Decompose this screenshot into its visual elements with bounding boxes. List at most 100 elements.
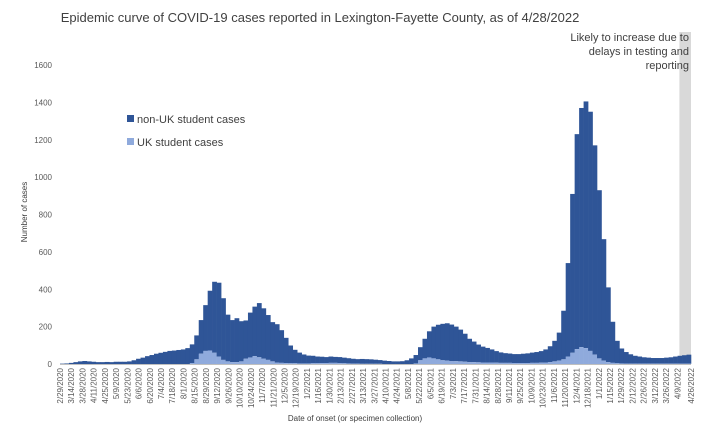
y-tick-label: 600 (39, 248, 53, 257)
bar-non-uk (449, 324, 455, 362)
bar-non-uk (574, 134, 580, 350)
bar-non-uk (145, 356, 150, 364)
bar-non-uk (579, 107, 584, 348)
bar-non-uk (198, 320, 204, 354)
x-tick-label: 9/25/2021 (516, 367, 525, 403)
bar-uk (547, 362, 553, 364)
bar-non-uk (274, 324, 280, 363)
legend-label-uk: UK student cases (137, 137, 224, 149)
bar-non-uk (341, 357, 347, 364)
x-tick-label: 10/10/2020 (236, 367, 245, 408)
annotation-line-2: delays in testing and (589, 46, 689, 58)
bar-non-uk (646, 357, 652, 364)
y-tick-label: 1200 (34, 136, 52, 145)
bar-uk (225, 361, 231, 364)
x-tick-label: 8/1/2020 (179, 367, 188, 399)
bar-non-uk (171, 350, 177, 364)
bar-non-uk (426, 331, 432, 358)
bar-uk (485, 362, 490, 364)
bar-non-uk (650, 358, 656, 364)
bar-non-uk (458, 329, 464, 362)
bar-non-uk (252, 306, 258, 357)
bar-non-uk (534, 352, 540, 363)
bar-non-uk (180, 349, 186, 364)
x-tick-label: 11/20/2021 (561, 367, 570, 407)
bar-uk (579, 347, 584, 364)
x-tick-label: 3/14/2020 (67, 367, 76, 403)
bar-non-uk (556, 332, 562, 361)
bar-non-uk (270, 322, 276, 362)
x-tick-label: 12/18/2021 (584, 367, 593, 408)
bar-uk (198, 353, 204, 364)
x-tick-label: 9/12/2020 (213, 367, 222, 403)
bar-non-uk (462, 333, 468, 362)
bar-non-uk (239, 321, 244, 362)
bar-uk (529, 362, 535, 364)
bar-non-uk (547, 346, 553, 363)
x-tick-label: 10/24/2020 (247, 367, 256, 408)
bar-uk (239, 361, 244, 364)
bar-non-uk (355, 359, 361, 364)
bar-uk (346, 363, 352, 364)
bar-uk (444, 360, 450, 364)
bar-uk (565, 356, 571, 364)
bar-uk (498, 362, 504, 364)
bar-non-uk (583, 101, 589, 349)
x-tick-label: 10/9/2021 (527, 367, 536, 403)
bar-uk (552, 361, 558, 364)
bar-uk (413, 363, 419, 364)
x-tick-label: 7/31/2021 (471, 367, 480, 403)
bar-non-uk (516, 354, 522, 364)
x-tick-label: 1/30/2021 (325, 367, 334, 403)
bar-non-uk (641, 357, 647, 364)
bar-uk (516, 363, 522, 364)
bar-non-uk (91, 361, 97, 364)
x-tick-label: 3/12/2022 (651, 367, 660, 403)
bar-uk (279, 362, 285, 364)
bar-uk (534, 362, 540, 364)
bar-non-uk (382, 360, 387, 364)
bar-non-uk (597, 190, 602, 359)
x-tick-label: 1/2/2021 (303, 367, 312, 399)
legend-swatch-non-uk (127, 115, 134, 122)
bar-non-uk (288, 345, 294, 364)
bar-non-uk (471, 341, 477, 363)
y-tick-label: 200 (39, 323, 53, 332)
bar-non-uk (185, 348, 191, 364)
bar-non-uk (664, 357, 669, 364)
bar-non-uk (682, 355, 687, 364)
bar-non-uk (538, 351, 544, 363)
bar-non-uk (104, 361, 110, 364)
bar-uk (503, 362, 508, 364)
bar-uk (306, 363, 311, 364)
bar-uk (265, 359, 271, 364)
bar-uk (570, 352, 575, 364)
bar-uk (556, 360, 562, 364)
bar-uk (194, 359, 200, 364)
bar-non-uk (494, 351, 499, 363)
bar-uk (319, 363, 325, 364)
y-axis-label: Number of cases (20, 182, 29, 242)
shaded-delay-region (679, 32, 691, 364)
x-tick-label: 12/19/2020 (292, 367, 301, 408)
bar-non-uk (207, 290, 213, 351)
bar-uk (283, 363, 289, 364)
bar-non-uk (332, 356, 338, 363)
bar-non-uk (283, 337, 289, 364)
bar-non-uk (100, 362, 106, 364)
x-tick-label: 11/21/2020 (269, 367, 278, 407)
bar-uk (525, 363, 531, 364)
x-tick-label: 4/24/2021 (393, 367, 402, 403)
bar-uk (561, 359, 566, 364)
bar-uk (426, 357, 432, 364)
x-tick-label: 2/12/2022 (628, 367, 637, 403)
bar-non-uk (628, 354, 634, 364)
bar-non-uk (324, 357, 329, 364)
x-tick-label: 3/26/2022 (662, 367, 671, 403)
bar-non-uk (350, 358, 356, 364)
bar-uk (574, 349, 580, 364)
bar-non-uk (364, 359, 370, 364)
bar-non-uk (315, 356, 320, 364)
bar-non-uk (194, 335, 200, 360)
x-tick-label: 8/28/2021 (494, 367, 503, 403)
